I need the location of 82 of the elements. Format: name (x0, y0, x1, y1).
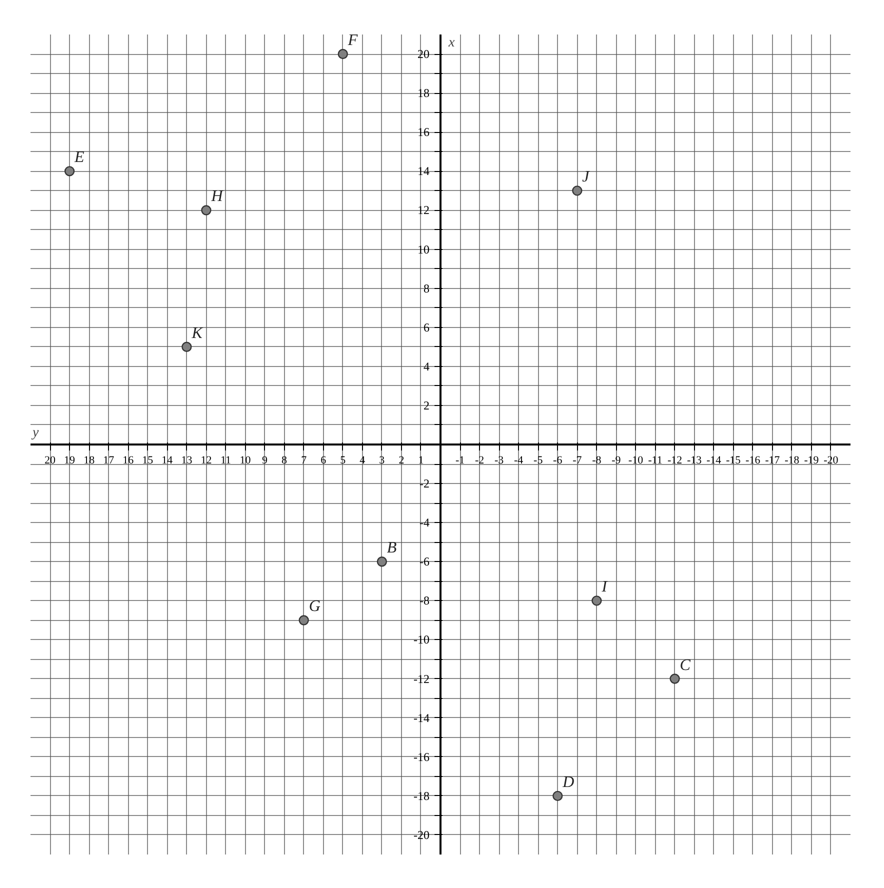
x-tick-label: 15 (142, 454, 154, 466)
y-tick-label: -8 (420, 594, 430, 608)
x-tick-label: -1 (455, 454, 465, 466)
x-tick-label: -6 (553, 454, 563, 466)
y-tick-label: 14 (418, 164, 430, 178)
annotation: J (582, 168, 590, 186)
y-tick-label: 4 (424, 359, 430, 374)
y-tick-label: -2 (420, 476, 430, 491)
y-tick-label: 16 (418, 125, 430, 140)
y-tick-label: -14 (414, 710, 430, 725)
x-tick-label: -14 (706, 454, 722, 466)
x-tick-label: 18 (84, 454, 96, 466)
annotation: D (562, 774, 575, 791)
annotation: K (190, 324, 204, 342)
x-tick-label: -9 (612, 454, 622, 466)
x-tick-label: 4 (360, 454, 366, 466)
y-tick-label: -20 (414, 828, 430, 842)
x-tick-label: -4 (514, 454, 524, 466)
x-tick-label: 14 (162, 454, 174, 466)
y-tick-label: -4 (420, 516, 430, 530)
x-tick-label: 12 (200, 454, 212, 466)
y-tick-label: -18 (414, 788, 430, 803)
annotation: I (600, 578, 608, 596)
x-tick-label: -15 (726, 454, 742, 466)
x-tick-label: -12 (667, 454, 682, 466)
x-tick-label: -19 (804, 454, 820, 466)
y-tick-label: 8 (424, 281, 430, 296)
x-tick-label: -13 (686, 454, 702, 466)
x-tick-label: 5 (340, 454, 346, 466)
point (670, 674, 680, 684)
annotation: H (210, 188, 224, 206)
y-axis-title: x (448, 36, 456, 50)
point (376, 556, 388, 567)
x-tick-label: 10 (240, 454, 252, 466)
point (572, 186, 582, 196)
x-tick-label: 7 (301, 454, 308, 466)
x-tick-label: -20 (824, 454, 839, 466)
annotation: F (346, 32, 358, 50)
x-tick-label: -11 (648, 454, 662, 466)
x-tick-label: -2 (474, 454, 484, 466)
point (182, 342, 192, 352)
y-tick-label: 18 (418, 86, 430, 100)
x-tick-label: 16 (122, 454, 134, 466)
x-tick-label: 17 (103, 454, 115, 466)
x-tick-label: 6 (320, 454, 327, 466)
point (592, 596, 602, 606)
x-tick-label: 9 (262, 454, 268, 466)
x-tick-label: -5 (534, 454, 544, 466)
y-tick-label: -10 (414, 632, 430, 647)
x-tick-label: 1 (418, 454, 424, 466)
x-tick-label: -16 (746, 454, 761, 466)
y-tick-label: -16 (414, 750, 430, 764)
point (552, 790, 563, 802)
x-tick-label: -10 (628, 454, 644, 466)
x-tick-label: 3 (379, 454, 386, 466)
point (64, 166, 75, 176)
y-tick-label: 2 (424, 398, 430, 412)
point (201, 205, 212, 216)
y-tick-label: -6 (420, 554, 430, 569)
y-tick-label: 12 (418, 203, 430, 218)
annotation: E (74, 149, 85, 166)
x-tick-label: -17 (765, 454, 780, 466)
x-axis-title: y (30, 426, 40, 440)
x-tick-label: -3 (494, 454, 504, 466)
x-tick-label: 2 (398, 454, 404, 466)
y-tick-label: 10 (418, 242, 430, 256)
point (338, 48, 348, 60)
annotation: C (680, 656, 691, 674)
x-tick-label: 11 (220, 454, 232, 466)
x-tick-label: 20 (44, 454, 56, 466)
annotation: G (308, 598, 321, 616)
x-tick-label: 8 (282, 454, 288, 466)
annotation: B (386, 540, 397, 557)
x-tick-label: -18 (784, 454, 800, 466)
point (298, 615, 309, 626)
x-tick-label: -7 (572, 454, 582, 466)
x-tick-label: 13 (181, 454, 193, 466)
y-tick-label: 6 (424, 320, 430, 334)
y-tick-label: -12 (414, 672, 430, 686)
x-tick-label: -8 (592, 454, 602, 466)
x-tick-label: 19 (64, 454, 76, 466)
y-tick-label: 20 (418, 47, 430, 62)
